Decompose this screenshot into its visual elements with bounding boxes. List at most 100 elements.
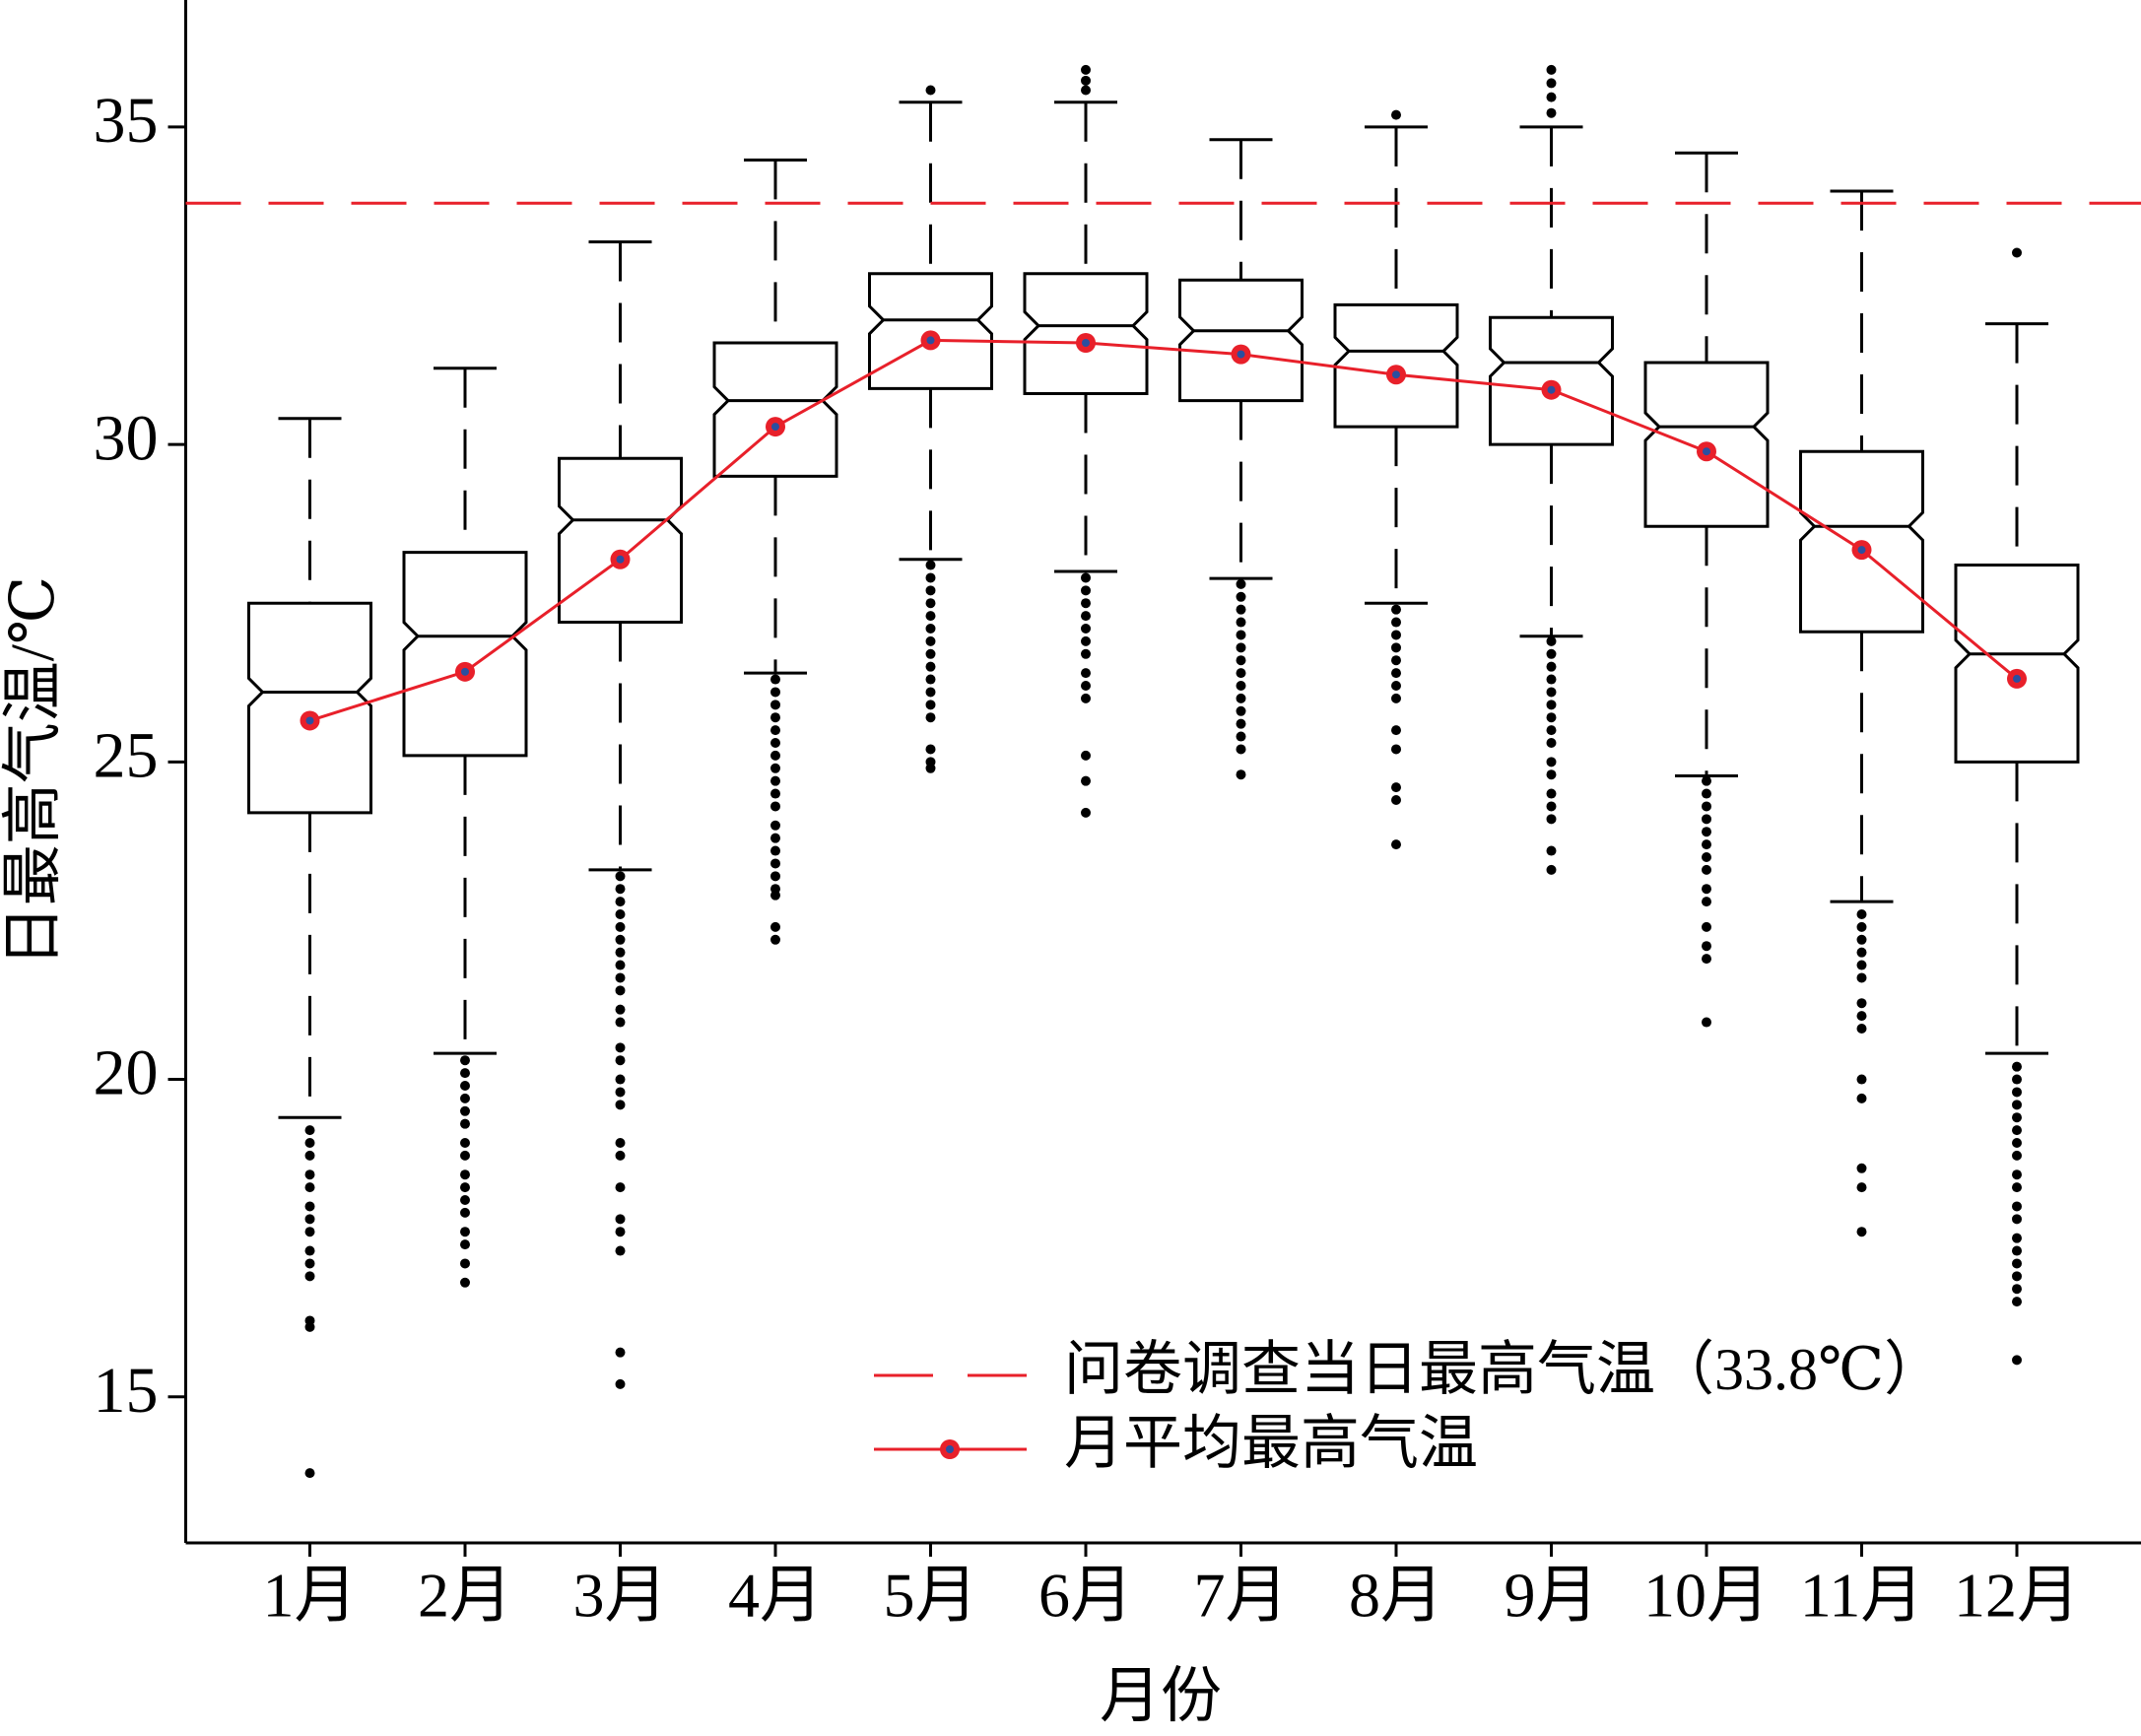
mean-marker-center [2013, 674, 2021, 683]
outlier [2012, 1100, 2022, 1110]
outlier [2012, 1355, 2022, 1366]
outlier [2012, 1233, 2022, 1243]
outlier [1391, 744, 1401, 755]
legend-label: 月平均最高气温 [1064, 1411, 1478, 1476]
outlier [1081, 585, 1091, 596]
x-tick-label: 9月 [1505, 1561, 1599, 1631]
outlier [770, 775, 780, 786]
outlier [304, 1245, 315, 1256]
outlier [460, 1105, 470, 1116]
outlier [460, 1239, 470, 1250]
outlier [615, 960, 626, 970]
box [1178, 278, 1304, 403]
mean-marker-center [461, 667, 469, 676]
outlier [460, 1068, 470, 1079]
outlier [1391, 693, 1401, 703]
outlier [1702, 954, 1711, 965]
outlier [1081, 598, 1091, 609]
outlier [304, 1169, 315, 1180]
outlier [2012, 1271, 2022, 1282]
outlier [1546, 107, 1557, 118]
outlier [615, 1074, 626, 1085]
outlier [1856, 1024, 1867, 1034]
x-tick-label: 8月 [1349, 1561, 1443, 1631]
outlier [770, 833, 780, 843]
x-tick-label: 7月 [1194, 1561, 1289, 1631]
outlier [2012, 1169, 2022, 1180]
outlier [615, 1378, 626, 1389]
outlier [1546, 845, 1557, 856]
outlier [460, 1150, 470, 1161]
outlier [1546, 92, 1557, 102]
outlier [615, 1347, 626, 1358]
y-axis-label: 日最高气温/℃ [0, 576, 67, 968]
outlier [770, 858, 780, 869]
outlier [770, 788, 780, 799]
outlier [615, 897, 626, 907]
outlier [615, 871, 626, 882]
outlier [1236, 705, 1246, 716]
outlier [1236, 655, 1246, 666]
outlier [1081, 85, 1091, 96]
outlier [2012, 1138, 2022, 1148]
x-tick-label: 11月 [1800, 1561, 1924, 1631]
outlier [460, 1277, 470, 1288]
outlier [460, 1118, 470, 1129]
outlier [304, 1138, 315, 1148]
outlier [1391, 617, 1401, 628]
outlier [1546, 648, 1557, 659]
outlier [1391, 642, 1401, 653]
outlier [460, 1195, 470, 1205]
mean-marker-center [616, 555, 625, 564]
outlier [1546, 801, 1557, 812]
outlier [1702, 941, 1711, 952]
outlier [1856, 1163, 1867, 1173]
outlier [1236, 642, 1246, 653]
outlier [925, 85, 936, 96]
outlier [925, 744, 936, 755]
outlier [2012, 1125, 2022, 1136]
outlier [304, 1468, 315, 1479]
mean-marker-center [1857, 546, 1866, 555]
outlier [1391, 725, 1401, 736]
outlier [1391, 839, 1401, 850]
outlier [304, 1182, 315, 1193]
outlier [2012, 1182, 2022, 1193]
outlier [1856, 1011, 1867, 1022]
x-tick-label: 6月 [1038, 1561, 1133, 1631]
legend-marker-center [946, 1445, 954, 1453]
outlier [770, 845, 780, 856]
outlier [1546, 814, 1557, 825]
outlier [1236, 731, 1246, 742]
outlier [1546, 769, 1557, 780]
outlier [1702, 801, 1711, 812]
outlier [615, 1245, 626, 1256]
outlier [460, 1138, 470, 1148]
outlier [615, 1087, 626, 1098]
x-tick-label: 5月 [884, 1561, 978, 1631]
outlier [925, 635, 936, 646]
outlier [1081, 775, 1091, 786]
outlier [1856, 909, 1867, 919]
outlier [615, 1100, 626, 1110]
outlier [304, 1201, 315, 1212]
outlier [460, 1258, 470, 1269]
outlier [770, 712, 780, 723]
outlier [1236, 744, 1246, 755]
outlier [1702, 897, 1711, 907]
outlier [304, 1271, 315, 1282]
outlier [1856, 1227, 1867, 1237]
outlier [1391, 630, 1401, 640]
outlier [1546, 674, 1557, 685]
outlier [1856, 921, 1867, 932]
outlier [1702, 852, 1711, 862]
outlier [1702, 788, 1711, 799]
y-tick-label: 15 [94, 1355, 159, 1427]
y-tick-label: 30 [94, 402, 159, 474]
outlier [1081, 611, 1091, 622]
outlier [615, 1004, 626, 1015]
outlier [1081, 807, 1091, 818]
outlier [2012, 1112, 2022, 1123]
outlier [1546, 661, 1557, 672]
outlier [770, 687, 780, 698]
